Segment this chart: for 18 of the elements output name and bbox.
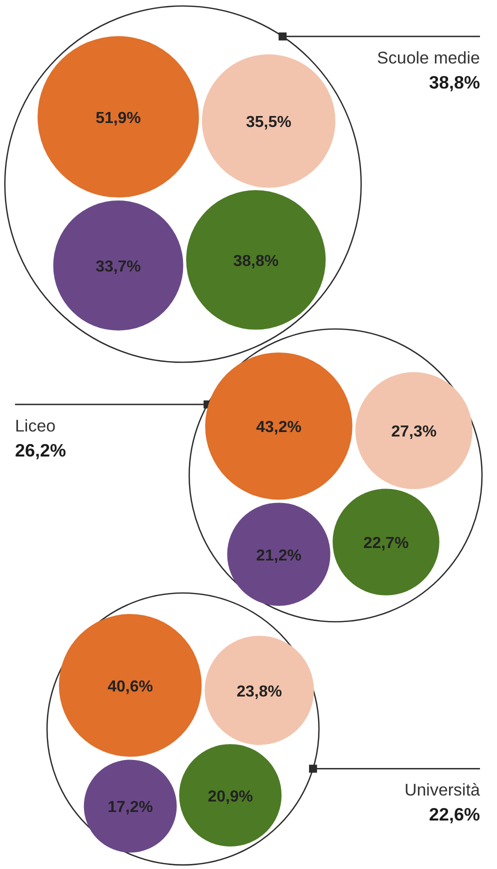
data-label: 43,2% xyxy=(256,419,302,436)
data-label: 23,8% xyxy=(236,683,282,700)
data-label: 38,8% xyxy=(233,252,279,270)
data-label: 20,9% xyxy=(208,788,254,806)
data-label: 17,2% xyxy=(108,799,153,816)
data-label: 51,9% xyxy=(96,110,141,127)
data-label: 26,2% xyxy=(15,440,66,461)
data-label: 38,8% xyxy=(428,72,480,92)
data-label: 22,7% xyxy=(363,535,409,552)
category-label: Università xyxy=(404,780,481,800)
data-label: 33,7% xyxy=(96,258,141,276)
data-label: 22,6% xyxy=(428,804,480,825)
category-label: Scuole medie xyxy=(377,48,480,68)
category-label: Liceo xyxy=(15,416,56,436)
data-label: 21,2% xyxy=(256,547,302,564)
data-label: 35,5% xyxy=(246,114,292,132)
data-label: 27,3% xyxy=(391,424,437,441)
data-label: 40,6% xyxy=(108,678,153,696)
